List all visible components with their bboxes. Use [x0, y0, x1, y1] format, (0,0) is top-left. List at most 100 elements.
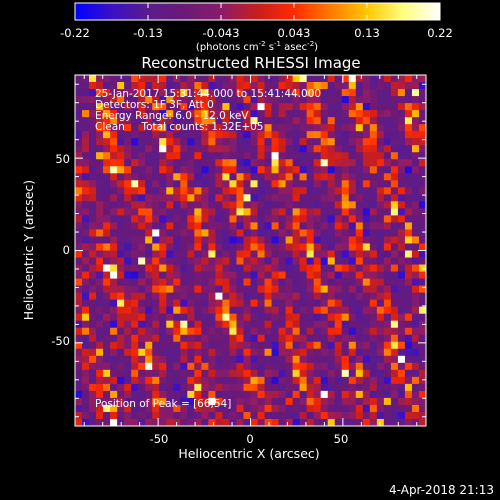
heatmap-cell — [229, 194, 237, 202]
heatmap-cell — [187, 152, 195, 160]
heatmap-cell — [243, 82, 251, 90]
heatmap-cell — [110, 313, 118, 322]
heatmap-cell — [159, 89, 167, 97]
heatmap-cell — [320, 313, 329, 322]
heatmap-cell — [397, 383, 406, 392]
heatmap-cell — [306, 313, 315, 322]
heatmap-cell — [236, 397, 244, 406]
heatmap-cell — [404, 103, 413, 111]
heatmap-cell — [173, 215, 181, 223]
heatmap-cell — [369, 376, 378, 385]
heatmap-cell — [355, 229, 364, 237]
heatmap-cell — [124, 236, 132, 244]
heatmap-cell — [250, 257, 258, 265]
heatmap-cell — [243, 348, 251, 357]
heatmap-cell — [313, 390, 322, 399]
heatmap-cell — [264, 257, 272, 265]
heatmap-cell — [285, 236, 294, 244]
heatmap-cell — [159, 236, 167, 244]
heatmap-cell — [369, 124, 378, 132]
heatmap-cell — [131, 257, 139, 265]
heatmap-cell — [292, 166, 301, 174]
heatmap-cell — [243, 201, 251, 209]
heatmap-cell — [110, 201, 118, 209]
heatmap-cell — [292, 152, 301, 160]
heatmap-cell — [145, 250, 153, 258]
heatmap-cell — [334, 194, 343, 202]
heatmap-cell — [285, 194, 294, 202]
heatmap-cell — [327, 201, 336, 209]
heatmap-cell — [208, 166, 216, 174]
heatmap-cell — [306, 194, 315, 202]
heatmap-cell — [292, 376, 301, 385]
heatmap-cell — [292, 208, 301, 216]
heatmap-cell — [292, 215, 301, 223]
heatmap-cell — [180, 334, 188, 343]
heatmap-cell — [418, 236, 426, 244]
heatmap-cell — [117, 348, 125, 357]
heatmap-cell — [215, 82, 223, 90]
heatmap-cell — [348, 152, 357, 160]
heatmap-cell — [327, 411, 336, 420]
heatmap-cell — [180, 383, 188, 392]
heatmap-cell — [103, 348, 111, 357]
heatmap-cell — [264, 208, 272, 216]
heatmap-cell — [180, 397, 188, 406]
heatmap-cell — [383, 397, 392, 406]
heatmap-cell — [383, 292, 392, 301]
heatmap-cell — [264, 264, 272, 272]
heatmap-cell — [383, 341, 392, 350]
heatmap-cell — [215, 271, 223, 279]
heatmap-cell — [369, 411, 378, 420]
heatmap-cell — [278, 96, 286, 104]
heatmap-cell — [117, 355, 125, 364]
heatmap-cell — [306, 390, 315, 399]
heatmap-cell — [152, 285, 160, 294]
heatmap-cell — [299, 159, 308, 167]
heatmap-cell — [187, 187, 195, 195]
heatmap-cell — [271, 285, 279, 294]
heatmap-cell — [103, 362, 111, 371]
heatmap-cell — [271, 418, 279, 426]
heatmap-cell — [236, 320, 244, 329]
heatmap-cell — [313, 355, 322, 364]
heatmap-cell — [187, 390, 195, 399]
heatmap-cell — [138, 243, 146, 251]
heatmap-cell — [369, 404, 378, 413]
heatmap-cell — [96, 418, 104, 426]
heatmap-cell — [110, 292, 118, 301]
heatmap-cell — [257, 222, 265, 230]
heatmap-cell — [166, 257, 174, 265]
heatmap-cell — [362, 327, 371, 336]
heatmap-cell — [320, 271, 329, 279]
heatmap-cell — [264, 89, 272, 97]
heatmap-cell — [124, 299, 132, 308]
heatmap-cell — [362, 96, 371, 104]
heatmap-cell — [285, 383, 294, 392]
heatmap-cell — [82, 201, 90, 209]
heatmap-cell — [173, 390, 181, 399]
heatmap-cell — [201, 152, 209, 160]
heatmap-cell — [166, 369, 174, 378]
heatmap-cell — [229, 82, 237, 90]
heatmap-cell — [208, 159, 216, 167]
heatmap-cell — [110, 180, 118, 188]
heatmap-cell — [145, 89, 153, 97]
heatmap-cell — [348, 173, 357, 181]
heatmap-cell — [292, 138, 301, 146]
heatmap-cell — [341, 236, 350, 244]
heatmap-cell — [159, 355, 167, 364]
heatmap-cell — [257, 334, 265, 343]
heatmap-cell — [173, 187, 181, 195]
heatmap-cell — [236, 201, 244, 209]
heatmap-cell — [173, 152, 181, 160]
heatmap-cell — [327, 96, 336, 104]
heatmap-cell — [320, 152, 329, 160]
heatmap-cell — [229, 341, 237, 350]
heatmap-cell — [299, 103, 308, 111]
heatmap-cell — [166, 124, 174, 132]
heatmap-cell — [327, 271, 336, 279]
heatmap-cell — [173, 103, 181, 111]
heatmap-cell — [397, 292, 406, 301]
heatmap-cell — [159, 257, 167, 265]
